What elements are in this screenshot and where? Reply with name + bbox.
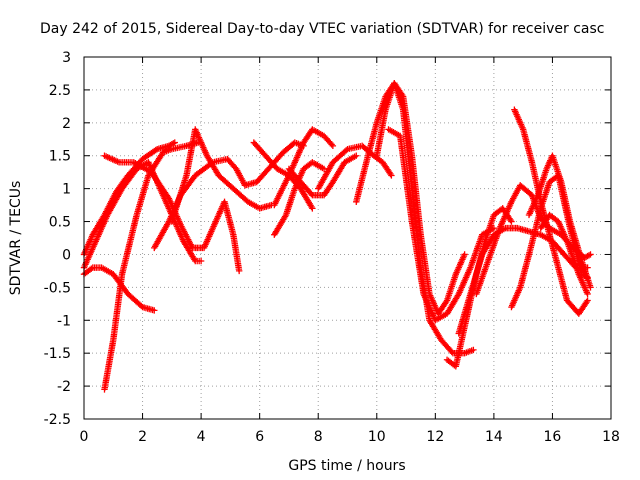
series-track-12 [285,152,360,199]
series-track-10 [271,126,337,209]
data-point [171,139,178,146]
y-tick-label: 0.5 [49,215,71,231]
x-tick-label: 10 [368,429,386,445]
y-tick-label: 1 [62,182,71,198]
y-tick-label: 3 [62,50,71,66]
plot-frame [83,56,612,420]
y-tick-label: -0.5 [44,280,71,296]
y-tick-label: -1.5 [44,346,71,362]
data-point [507,216,514,224]
data-point [442,298,450,306]
data-point [585,252,593,259]
data-point [584,297,591,304]
x-tick-label: 18 [602,429,620,445]
data-point [387,170,394,178]
data-point [235,267,243,275]
series-track-15 [373,80,477,357]
y-tick-label: 2.5 [49,83,71,99]
x-tick-label: 14 [485,429,503,445]
y-axis-label: SDTVAR / TECUs [8,181,24,296]
series-track-18 [455,224,591,337]
data-series [80,80,594,393]
data-point [170,140,177,147]
x-axis-label: GPS time / hours [288,458,405,474]
data-point [461,251,468,258]
data-point [587,284,594,291]
data-point [309,205,316,212]
x-tick-label: 4 [197,429,206,445]
series-track-2 [101,139,202,393]
data-point [307,190,315,198]
data-point [490,224,498,232]
data-point [151,307,158,314]
data-point [587,251,594,258]
data-point [353,152,360,159]
data-point [584,290,591,298]
x-tick-label: 2 [138,429,147,445]
y-tick-label: -2 [57,379,71,395]
y-tick-label: 1.5 [49,149,71,165]
x-tick-label: 12 [426,429,444,445]
series-track-7 [168,126,275,225]
y-tick-label: 2 [62,116,71,132]
x-tick-label: 8 [314,429,323,445]
axis-ticks: 0 2 4 6 8 10 12 14 16 18 -2.5 -2 -1.5 -1 -0.5 0 0.5 1 1.5 2… [44,50,620,445]
data-point [197,257,205,265]
data-point [388,172,395,179]
y-tick-label: -2.5 [44,412,71,428]
x-tick-label: 0 [80,429,89,445]
data-point [508,218,515,225]
data-point [470,346,477,354]
data-point [320,165,328,173]
series-track-5 [101,152,243,275]
x-tick-label: 16 [544,429,562,445]
data-point [448,348,455,356]
data-point [88,265,95,272]
data-point [329,142,337,150]
series-track-13 [315,142,395,192]
chart-title: Day 242 of 2015, Sidereal Day-to-day VTE… [40,21,604,37]
data-point [328,141,335,148]
y-tick-label: -1 [57,313,71,329]
series-track-23 [537,211,591,298]
x-tick-label: 6 [255,429,264,445]
y-tick-label: 0 [62,247,71,263]
data-point [152,146,159,154]
data-point [583,298,590,306]
